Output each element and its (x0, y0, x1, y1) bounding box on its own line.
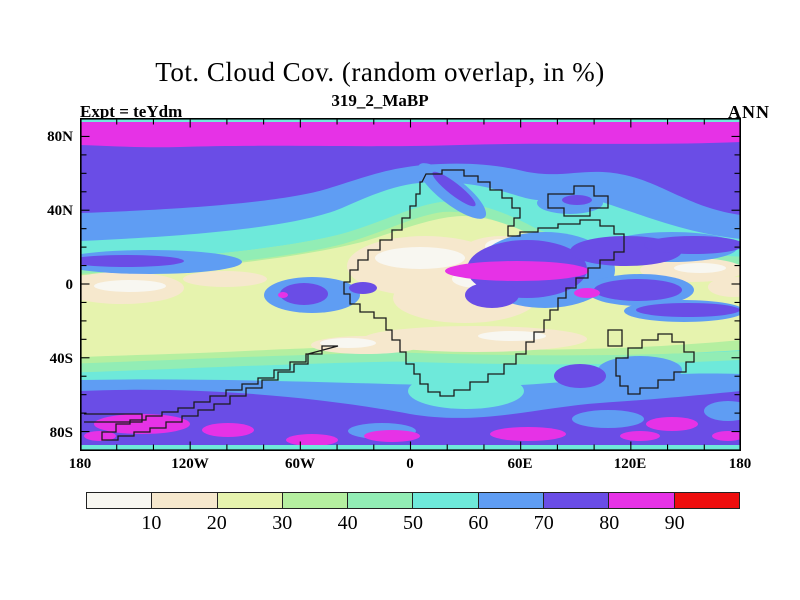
lat-tick-label: 40S (49, 351, 73, 367)
colorbar-tick-label: 60 (468, 512, 489, 534)
map-plot (58, 118, 760, 451)
colorbar-cell (413, 493, 479, 508)
colorbar-cell (87, 493, 153, 508)
colorbar-cell (348, 493, 414, 508)
experiment-label: Expt = teYdm (80, 102, 183, 121)
colorbar-cell (152, 493, 218, 508)
colorbar-tick-label: 50 (403, 512, 423, 534)
lon-tick-label: 180 (728, 456, 752, 472)
lat-tick-label: 80N (47, 129, 73, 145)
lat-tick-label: 40N (47, 203, 73, 219)
colorbar (86, 492, 740, 509)
lat-tick-label: 80S (49, 425, 73, 441)
colorbar-tick-label: 70 (533, 512, 554, 534)
colorbar-cell (282, 493, 349, 508)
season-label: ANN (728, 102, 770, 122)
lon-tick-label: 0 (406, 456, 414, 472)
colorbar-tick-label: 80 (599, 512, 620, 534)
colorbar-tick-label: 20 (206, 512, 227, 534)
colorbar-tick-label: 10 (141, 512, 162, 534)
colorbar-cell (478, 493, 545, 508)
map-frame (80, 118, 742, 451)
colorbar-cell (544, 493, 610, 508)
lat-tick-label: 0 (65, 277, 74, 293)
land-outline (84, 169, 695, 441)
colorbar-cell (217, 493, 283, 508)
lon-tick-label: 60W (285, 456, 315, 472)
colorbar-tick-label: 40 (337, 512, 358, 534)
lon-tick-label: 180 (68, 456, 92, 472)
lon-tick-label: 120W (171, 456, 209, 472)
lon-tick-label: 60E (507, 456, 533, 472)
contour-field (58, 118, 760, 451)
colorbar-tick-label: 90 (664, 512, 685, 534)
colorbar-cell (609, 493, 675, 508)
colorbar-tick-label: 30 (272, 512, 293, 534)
page-title: Tot. Cloud Cov. (random overlap, in %) (155, 57, 605, 87)
plot-subtitle: 319_2_MaBP (331, 91, 429, 110)
lon-tick-label: 120E (613, 456, 647, 472)
colorbar-cell (674, 493, 739, 508)
axis-tick-marks (79, 119, 742, 450)
